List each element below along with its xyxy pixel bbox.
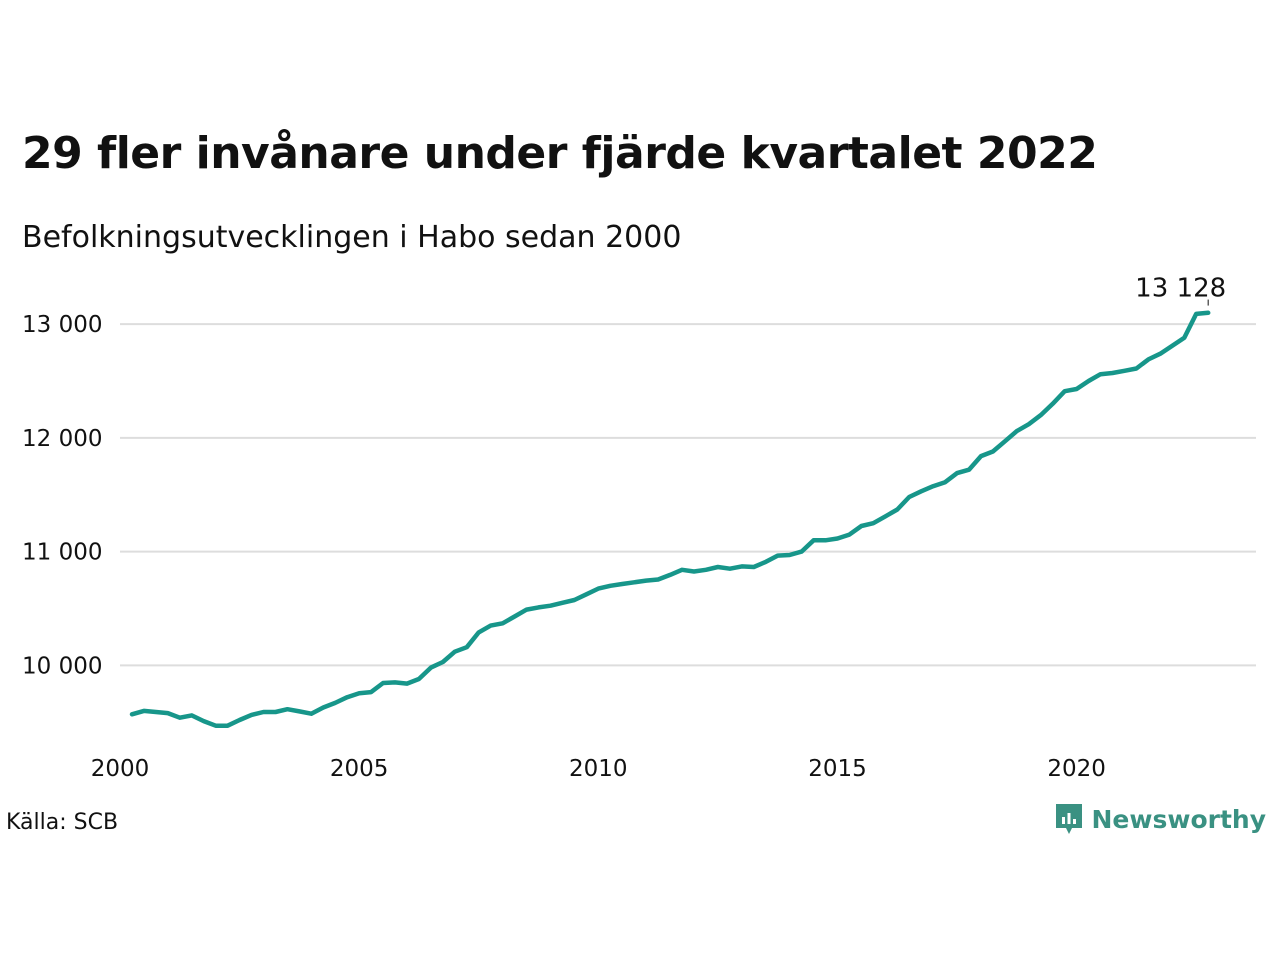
y-tick-label: 13 000	[22, 312, 102, 338]
x-tick-label: 2005	[330, 756, 389, 782]
x-tick-label: 2015	[808, 756, 867, 782]
brand-name: Newsworthy	[1091, 804, 1267, 834]
y-axis-tick-labels: 10 000 11 000 12 000 13 000	[22, 312, 102, 679]
series-line	[129, 310, 1211, 728]
y-tick-label: 11 000	[22, 540, 102, 566]
source-note: Källa: SCB	[6, 810, 119, 835]
x-tick-label: 2010	[569, 756, 628, 782]
x-tick-label: 2020	[1047, 756, 1106, 782]
x-tick-label: 2000	[91, 756, 150, 782]
end-value-label: 13 128	[1135, 274, 1226, 304]
y-tick-label: 10 000	[22, 653, 102, 679]
page-title: 29 fler invånare under fjärde kvartalet …	[22, 128, 1098, 179]
page-subtitle: Befolkningsutvecklingen i Habo sedan 200…	[22, 220, 682, 255]
newsworthy-logo-icon	[1055, 804, 1082, 834]
y-tick-label: 12 000	[22, 426, 102, 452]
brand-logo[interactable]: Newsworthy	[1054, 802, 1267, 836]
gridlines	[120, 323, 1256, 667]
x-axis-tick-labels: 2000 2005 2010 2015 2020	[91, 756, 1106, 782]
